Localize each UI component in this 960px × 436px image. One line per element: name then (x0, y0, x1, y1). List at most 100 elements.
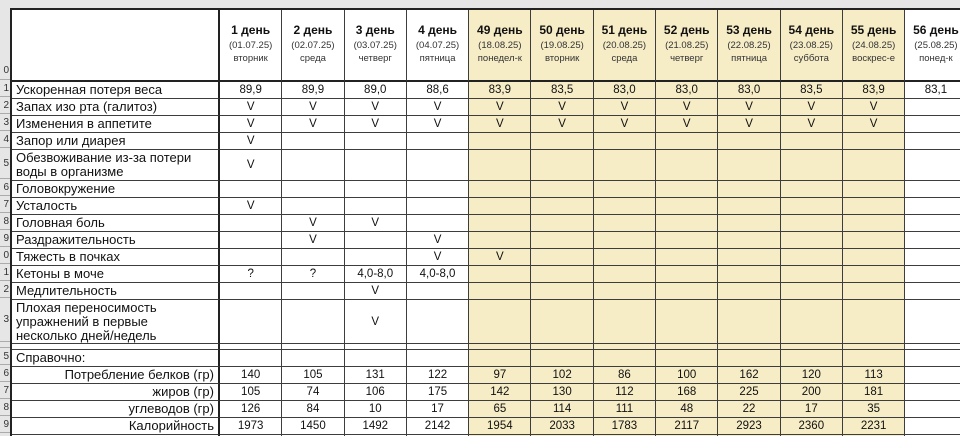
table-cell[interactable]: 4,0-8,0 (406, 266, 470, 283)
table-cell[interactable] (780, 232, 843, 249)
table-cell[interactable] (406, 150, 470, 181)
row-label[interactable]: Головная боль (12, 215, 220, 232)
table-cell[interactable] (905, 266, 960, 283)
table-cell[interactable]: V (718, 116, 781, 133)
table-cell[interactable] (905, 283, 960, 300)
table-cell[interactable] (905, 344, 960, 350)
table-cell[interactable] (469, 300, 532, 344)
table-cell[interactable]: 162 (718, 367, 781, 384)
column-header[interactable]: 54 день (23.08.25) суббота (780, 10, 843, 82)
column-header[interactable]: 51 день (20.08.25) среда (593, 10, 657, 82)
table-cell[interactable]: 35 (842, 401, 906, 418)
table-cell[interactable] (718, 215, 781, 232)
table-cell[interactable]: 130 (531, 384, 594, 401)
row-label[interactable]: Обезвоживание из-за потери воды в органи… (12, 150, 220, 181)
table-cell[interactable] (469, 232, 532, 249)
table-cell[interactable] (780, 350, 843, 367)
table-cell[interactable] (282, 344, 345, 350)
table-cell[interactable]: V (842, 116, 906, 133)
table-cell[interactable]: 83,0 (718, 82, 781, 99)
table-cell[interactable]: V (220, 198, 283, 215)
table-cell[interactable] (344, 344, 407, 350)
row-label[interactable]: Справочно: (12, 350, 220, 367)
table-cell[interactable] (842, 215, 906, 232)
table-cell[interactable]: ? (282, 266, 345, 283)
table-cell[interactable]: V (282, 99, 345, 116)
table-cell[interactable] (780, 133, 843, 150)
table-cell[interactable]: 1450 (282, 418, 345, 435)
table-cell[interactable]: 100 (656, 367, 719, 384)
row-number[interactable]: 7 (0, 196, 10, 213)
row-number[interactable]: 5 (0, 348, 10, 365)
table-cell[interactable] (656, 232, 719, 249)
table-cell[interactable]: 84 (282, 401, 345, 418)
column-header[interactable]: 2 день (02.07.25) среда (282, 10, 345, 82)
row-number[interactable] (0, 342, 10, 348)
table-cell[interactable]: 120 (780, 367, 843, 384)
table-cell[interactable]: 83,5 (780, 82, 843, 99)
table-cell[interactable]: V (531, 99, 594, 116)
table-cell[interactable] (531, 350, 594, 367)
table-cell[interactable] (842, 249, 906, 266)
table-cell[interactable]: V (282, 232, 345, 249)
table-cell[interactable] (656, 344, 719, 350)
table-cell[interactable] (406, 344, 470, 350)
table-cell[interactable] (531, 133, 594, 150)
row-number[interactable]: 1 (0, 80, 10, 97)
table-cell[interactable] (656, 198, 719, 215)
table-cell[interactable] (531, 344, 594, 350)
table-cell[interactable]: ? (220, 266, 283, 283)
table-cell[interactable] (905, 99, 960, 116)
table-cell[interactable] (593, 283, 657, 300)
table-cell[interactable]: V (344, 300, 407, 344)
table-cell[interactable] (220, 283, 283, 300)
table-cell[interactable]: 200 (780, 384, 843, 401)
table-cell[interactable]: 2033 (531, 418, 594, 435)
table-cell[interactable] (905, 198, 960, 215)
column-header[interactable]: 4 день (04.07.25) пятница (406, 10, 470, 82)
row-label[interactable] (12, 344, 220, 350)
table-cell[interactable] (344, 249, 407, 266)
table-cell[interactable] (718, 133, 781, 150)
table-cell[interactable] (718, 198, 781, 215)
table-cell[interactable] (531, 150, 594, 181)
row-number[interactable]: 5 (0, 148, 10, 179)
table-cell[interactable] (406, 181, 470, 198)
table-cell[interactable] (593, 344, 657, 350)
row-label[interactable]: углеводов (гр) (12, 401, 220, 418)
table-cell[interactable] (531, 198, 594, 215)
table-cell[interactable]: 181 (842, 384, 906, 401)
column-header[interactable]: 50 день (19.08.25) вторник (531, 10, 594, 82)
table-cell[interactable] (282, 350, 345, 367)
table-cell[interactable]: 83,5 (531, 82, 594, 99)
table-cell[interactable] (905, 215, 960, 232)
table-cell[interactable] (593, 181, 657, 198)
table-cell[interactable] (282, 133, 345, 150)
table-cell[interactable] (282, 249, 345, 266)
row-number[interactable]: 8 (0, 399, 10, 416)
table-cell[interactable]: 2231 (842, 418, 906, 435)
row-label[interactable]: Тяжесть в почках (12, 249, 220, 266)
table-cell[interactable]: 86 (593, 367, 657, 384)
table-cell[interactable] (905, 367, 960, 384)
row-number[interactable]: 9 (0, 230, 10, 247)
table-cell[interactable] (905, 133, 960, 150)
row-label[interactable]: Усталость (12, 198, 220, 215)
table-cell[interactable] (593, 133, 657, 150)
table-cell[interactable] (905, 181, 960, 198)
table-cell[interactable] (344, 198, 407, 215)
table-cell[interactable] (406, 300, 470, 344)
table-cell[interactable]: 48 (656, 401, 719, 418)
table-cell[interactable]: V (344, 116, 407, 133)
row-number[interactable]: 4 (0, 131, 10, 148)
table-cell[interactable] (780, 300, 843, 344)
table-cell[interactable] (469, 350, 532, 367)
table-cell[interactable] (469, 198, 532, 215)
table-cell[interactable] (905, 401, 960, 418)
table-cell[interactable]: V (406, 116, 470, 133)
table-cell[interactable] (406, 133, 470, 150)
table-cell[interactable] (531, 232, 594, 249)
table-cell[interactable] (344, 232, 407, 249)
table-cell[interactable]: 1954 (469, 418, 532, 435)
table-cell[interactable] (842, 283, 906, 300)
